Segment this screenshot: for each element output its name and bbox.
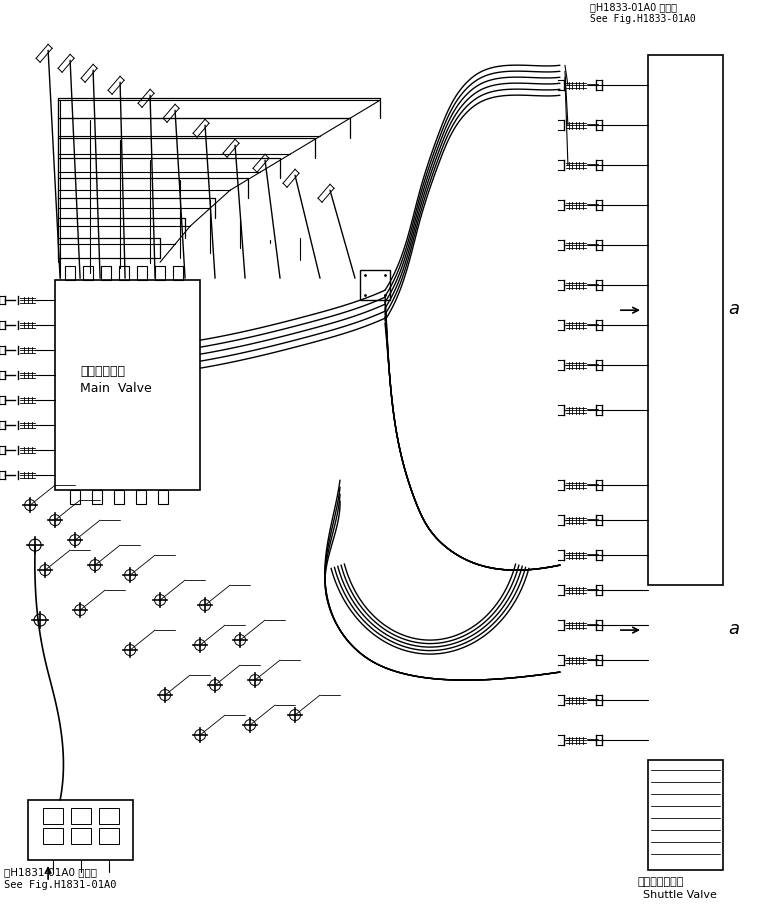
Bar [173,267,183,280]
Text: a: a [728,301,739,318]
Bar [83,267,93,280]
Text: Shuttle Valve: Shuttle Valve [643,890,716,900]
Bar [136,490,146,505]
Bar [99,828,119,844]
Text: a: a [728,620,739,638]
Bar [648,760,723,870]
Text: シャトルバルブ: シャトルバルブ [638,877,684,887]
Bar [43,808,63,824]
Bar [65,267,75,280]
Bar [119,267,129,280]
Text: See Fig.H1833-01A0: See Fig.H1833-01A0 [590,15,696,24]
Bar [43,828,63,844]
Bar [155,267,165,280]
Bar [137,267,147,280]
Bar [71,828,91,844]
Bar [28,800,133,860]
Bar [71,808,91,824]
Text: See Fig.H1831-01A0: See Fig.H1831-01A0 [4,880,117,890]
Bar [114,490,124,505]
Text: メインバルブ: メインバルブ [80,365,125,379]
Bar [55,280,200,490]
Bar [360,270,390,301]
Bar [99,808,119,824]
Bar [158,490,168,505]
Bar [648,55,723,585]
Bar [92,490,102,505]
Bar [101,267,111,280]
Bar [70,490,80,505]
Text: Main  Valve: Main Valve [80,382,152,395]
Text: 第H1833-01A0 図参照: 第H1833-01A0 図参照 [590,2,677,12]
Text: 第H1831-01A0 図参照: 第H1831-01A0 図参照 [4,867,97,877]
